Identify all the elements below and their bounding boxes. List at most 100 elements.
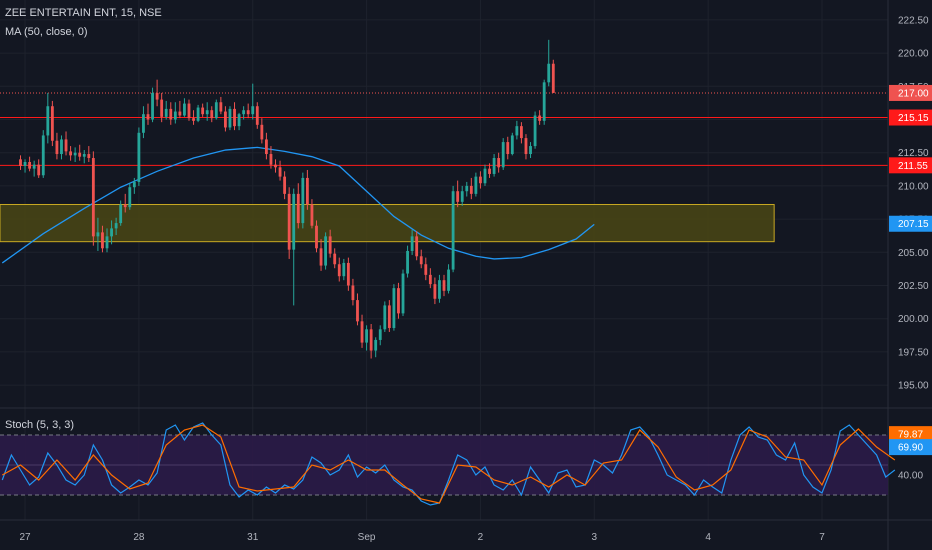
candle-body <box>283 176 287 194</box>
x-tick-label: 31 <box>247 532 259 543</box>
candle <box>269 146 273 169</box>
candle <box>419 249 423 269</box>
price-label: 207.15 <box>898 219 929 230</box>
candle <box>128 183 132 210</box>
candle-body <box>37 164 41 176</box>
candle-body <box>551 63 555 93</box>
candle <box>397 282 400 319</box>
candle <box>242 106 246 120</box>
candle-body <box>547 63 551 83</box>
candle <box>401 269 405 317</box>
candle-body <box>397 288 400 314</box>
candle-body <box>474 176 478 194</box>
candle <box>305 169 309 210</box>
candle-body <box>497 158 501 168</box>
candles <box>19 39 555 359</box>
candle <box>105 228 109 253</box>
candle <box>369 324 373 359</box>
price-label: 217.00 <box>898 88 929 99</box>
candle <box>192 110 195 125</box>
candle-body <box>233 108 236 127</box>
stoch-indicator-label[interactable]: Stoch (5, 3, 3) <box>5 419 75 431</box>
candle-body <box>492 158 496 174</box>
candle <box>387 300 391 332</box>
candle-body <box>315 225 318 249</box>
candle <box>542 79 546 125</box>
candle <box>483 164 487 186</box>
candle-body <box>160 99 164 117</box>
candle <box>246 103 250 119</box>
candle <box>69 146 72 161</box>
candle-body <box>264 139 268 155</box>
candle <box>251 83 255 120</box>
candle-body <box>69 151 72 156</box>
price-label: 215.15 <box>898 113 929 124</box>
y-tick-label: 212.50 <box>898 148 929 159</box>
candle-body <box>183 103 186 116</box>
candle <box>101 225 104 253</box>
candle <box>137 127 141 186</box>
ma-line <box>1 146 595 264</box>
candle <box>337 257 341 282</box>
candle-body <box>337 264 341 277</box>
stoch-value-label: 69.90 <box>898 443 923 454</box>
candle <box>55 132 59 160</box>
candle <box>224 106 227 132</box>
candle-body <box>287 193 291 250</box>
candle-body <box>173 111 177 120</box>
candle-body <box>456 191 460 202</box>
candle <box>319 239 323 271</box>
candle <box>114 217 118 236</box>
candle-body <box>28 162 32 169</box>
candle <box>160 92 164 123</box>
candle <box>37 159 41 178</box>
ma-indicator-label[interactable]: MA (50, close, 0) <box>5 26 88 38</box>
candle-body <box>132 181 136 188</box>
candle-body <box>64 139 68 152</box>
candle-body <box>228 108 232 128</box>
candle <box>32 160 36 177</box>
candle-body <box>110 228 113 237</box>
candle-body <box>447 269 450 291</box>
candle <box>501 138 505 170</box>
candle <box>183 98 186 117</box>
candle <box>23 159 27 173</box>
candle <box>492 154 496 177</box>
candle-body <box>187 103 191 119</box>
candle <box>497 152 501 173</box>
candle-body <box>274 164 277 168</box>
x-tick-label: 4 <box>705 532 711 543</box>
y-tick-label: 222.50 <box>898 15 929 26</box>
candle <box>451 185 455 273</box>
candle <box>515 120 519 140</box>
candle-body <box>19 159 22 166</box>
candle-body <box>96 232 100 237</box>
candle <box>442 274 446 297</box>
candle-body <box>520 126 523 139</box>
candle-body <box>192 118 195 121</box>
candle <box>201 103 205 117</box>
candle <box>264 132 268 160</box>
price-label: 211.55 <box>898 161 928 172</box>
candle-body <box>82 154 86 157</box>
symbol-title[interactable]: ZEE ENTERTAIN ENT, 15, NSE <box>5 7 162 19</box>
candle <box>433 277 437 305</box>
candle-body <box>328 236 332 254</box>
candle <box>196 104 200 123</box>
candle <box>283 171 287 200</box>
candle <box>424 257 428 281</box>
candle <box>383 301 387 332</box>
ma-legend: MA (50, close, 0) <box>5 26 88 38</box>
candle <box>178 100 182 119</box>
candle <box>333 248 337 269</box>
price-label-box <box>889 157 932 174</box>
stoch-k-line <box>1 422 896 506</box>
y-tick-label: 205.00 <box>898 248 929 259</box>
candle-body <box>32 164 36 169</box>
y-tick-label: 200.00 <box>898 314 929 325</box>
candle <box>460 185 464 206</box>
candle <box>360 314 364 348</box>
stoch-legend: Stoch (5, 3, 3) <box>5 419 74 431</box>
candle <box>255 102 259 129</box>
